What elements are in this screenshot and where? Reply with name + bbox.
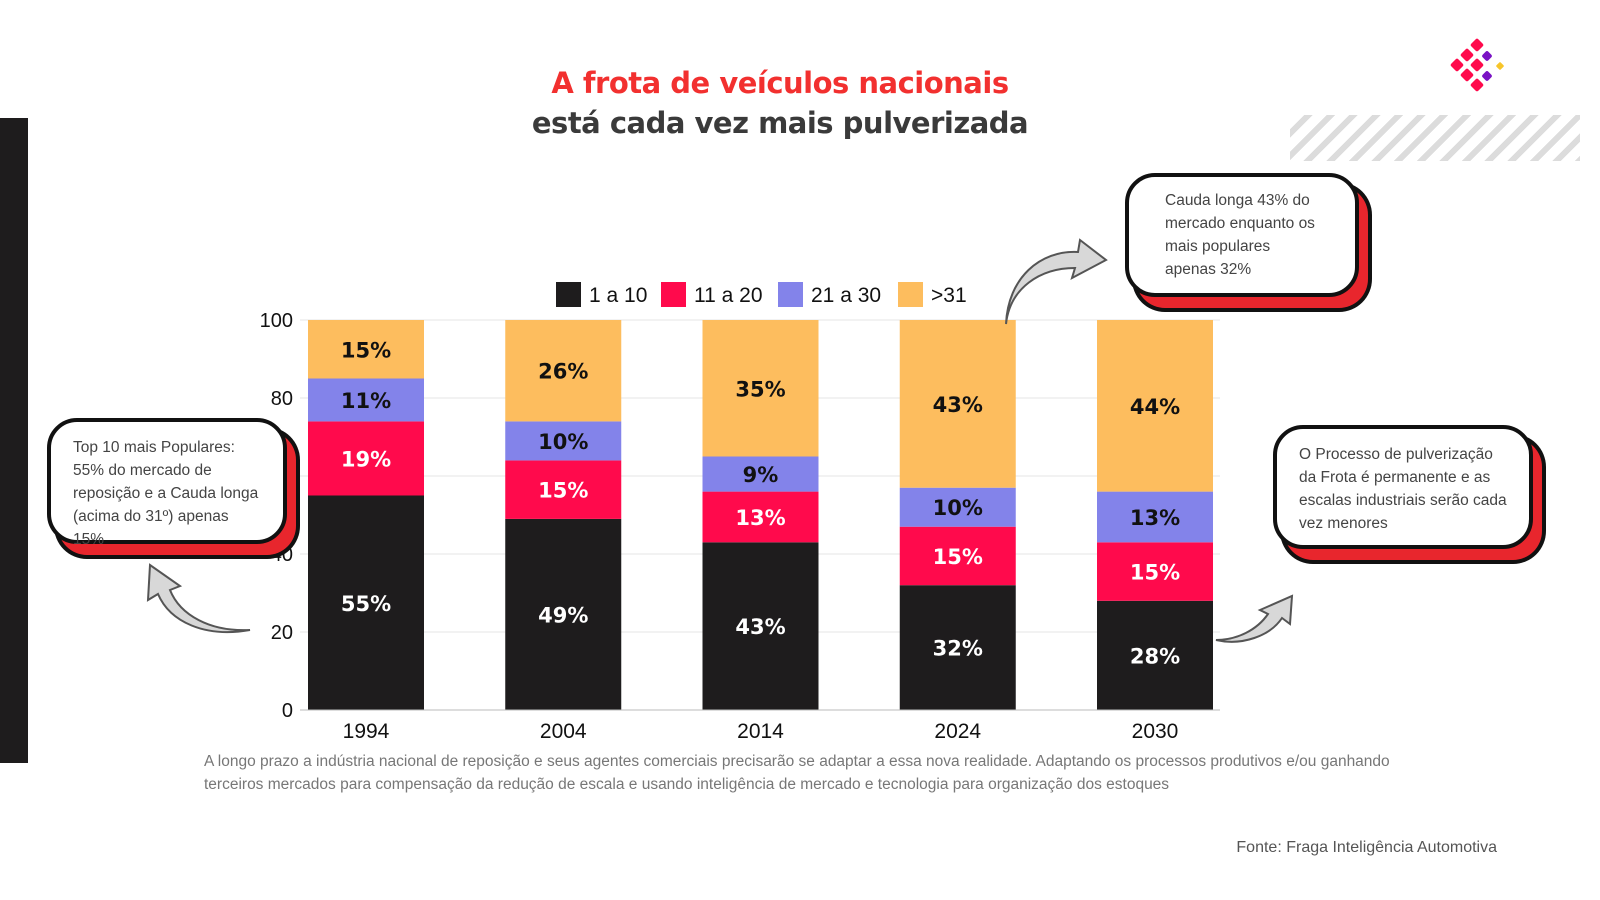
legend-swatch bbox=[778, 282, 803, 307]
decorative-stripes bbox=[1290, 115, 1580, 161]
bar-segment bbox=[702, 542, 819, 710]
data-label: 55% bbox=[341, 592, 391, 616]
data-label: 9% bbox=[743, 463, 779, 487]
data-label: 15% bbox=[341, 338, 391, 362]
bar-segment bbox=[308, 495, 424, 710]
bar-segment bbox=[1097, 491, 1213, 543]
callout-right: O Processo de pulverização da Frota é pe… bbox=[1273, 425, 1533, 549]
data-label: 15% bbox=[538, 479, 588, 503]
bar-segment bbox=[308, 421, 424, 496]
logo-icon bbox=[1450, 38, 1504, 92]
arrow-top-right-icon bbox=[1005, 238, 1108, 325]
bar-segment bbox=[505, 518, 622, 710]
data-label: 10% bbox=[933, 496, 983, 520]
y-tick-label: 40 bbox=[271, 544, 293, 566]
bar-segment bbox=[899, 487, 1016, 527]
bar-segment bbox=[702, 320, 819, 457]
data-label: 15% bbox=[933, 545, 983, 569]
y-tick-label: 20 bbox=[271, 622, 293, 644]
bar-segment bbox=[702, 456, 819, 492]
bar-segment bbox=[505, 460, 622, 519]
bar-segment bbox=[899, 320, 1016, 488]
data-label: 15% bbox=[1130, 561, 1180, 585]
bar-segment bbox=[505, 320, 622, 422]
bar-segment bbox=[308, 378, 424, 422]
data-label: 13% bbox=[1130, 506, 1180, 530]
bar-segment bbox=[308, 320, 424, 379]
data-label: 32% bbox=[933, 637, 983, 661]
arrow-right-icon bbox=[1215, 594, 1294, 643]
data-label: 10% bbox=[538, 430, 588, 454]
bar-segment bbox=[702, 491, 819, 543]
footnote: A longo prazo a indústria nacional de re… bbox=[204, 753, 1390, 793]
legend-swatch bbox=[661, 282, 686, 307]
x-tick-label: 2014 bbox=[737, 720, 784, 743]
bar-segment bbox=[899, 526, 1016, 586]
bar-segment bbox=[1097, 600, 1213, 710]
legend-label: 11 a 20 bbox=[694, 284, 763, 307]
arrow-left-icon bbox=[146, 563, 251, 634]
bar-segment bbox=[1097, 542, 1213, 601]
source-credit: Fonte: Fraga Inteligência Automotiva bbox=[1236, 839, 1497, 856]
data-label: 28% bbox=[1130, 644, 1180, 668]
legend-label: 21 a 30 bbox=[811, 284, 881, 307]
data-label: 13% bbox=[735, 506, 785, 530]
data-label: 49% bbox=[538, 603, 588, 627]
y-tick-label: 0 bbox=[282, 700, 293, 722]
title-line-2: está cada vez mais pulverizada bbox=[531, 106, 1029, 140]
callout-left: Top 10 mais Populares: 55% do mercado de… bbox=[47, 418, 287, 548]
x-tick-label: 2004 bbox=[540, 720, 587, 743]
legend-label: 1 a 10 bbox=[589, 284, 647, 307]
x-tick-label: 1994 bbox=[343, 720, 390, 743]
legend-swatch bbox=[898, 282, 923, 307]
data-label: 43% bbox=[735, 615, 785, 639]
left-accent-bar bbox=[0, 118, 28, 763]
legend-swatch bbox=[556, 282, 581, 307]
legend-label: >31 bbox=[931, 284, 967, 307]
data-label: 35% bbox=[735, 377, 785, 401]
bar-segment bbox=[505, 421, 622, 461]
data-label: 11% bbox=[341, 389, 391, 413]
y-tick-label: 100 bbox=[260, 310, 293, 332]
y-tick-label: 80 bbox=[271, 388, 293, 410]
x-tick-label: 2024 bbox=[934, 720, 981, 743]
title-line-1: A frota de veículos nacionais bbox=[551, 66, 1009, 100]
x-tick-label: 2030 bbox=[1132, 720, 1179, 743]
callout-top-right: Cauda longa 43% do mercado enquanto os m… bbox=[1125, 173, 1359, 297]
bar-segment bbox=[899, 585, 1016, 710]
data-label: 19% bbox=[341, 447, 391, 471]
data-label: 43% bbox=[933, 393, 983, 417]
data-label: 26% bbox=[538, 360, 588, 384]
bar-segment bbox=[1097, 320, 1213, 492]
data-label: 44% bbox=[1130, 395, 1180, 419]
